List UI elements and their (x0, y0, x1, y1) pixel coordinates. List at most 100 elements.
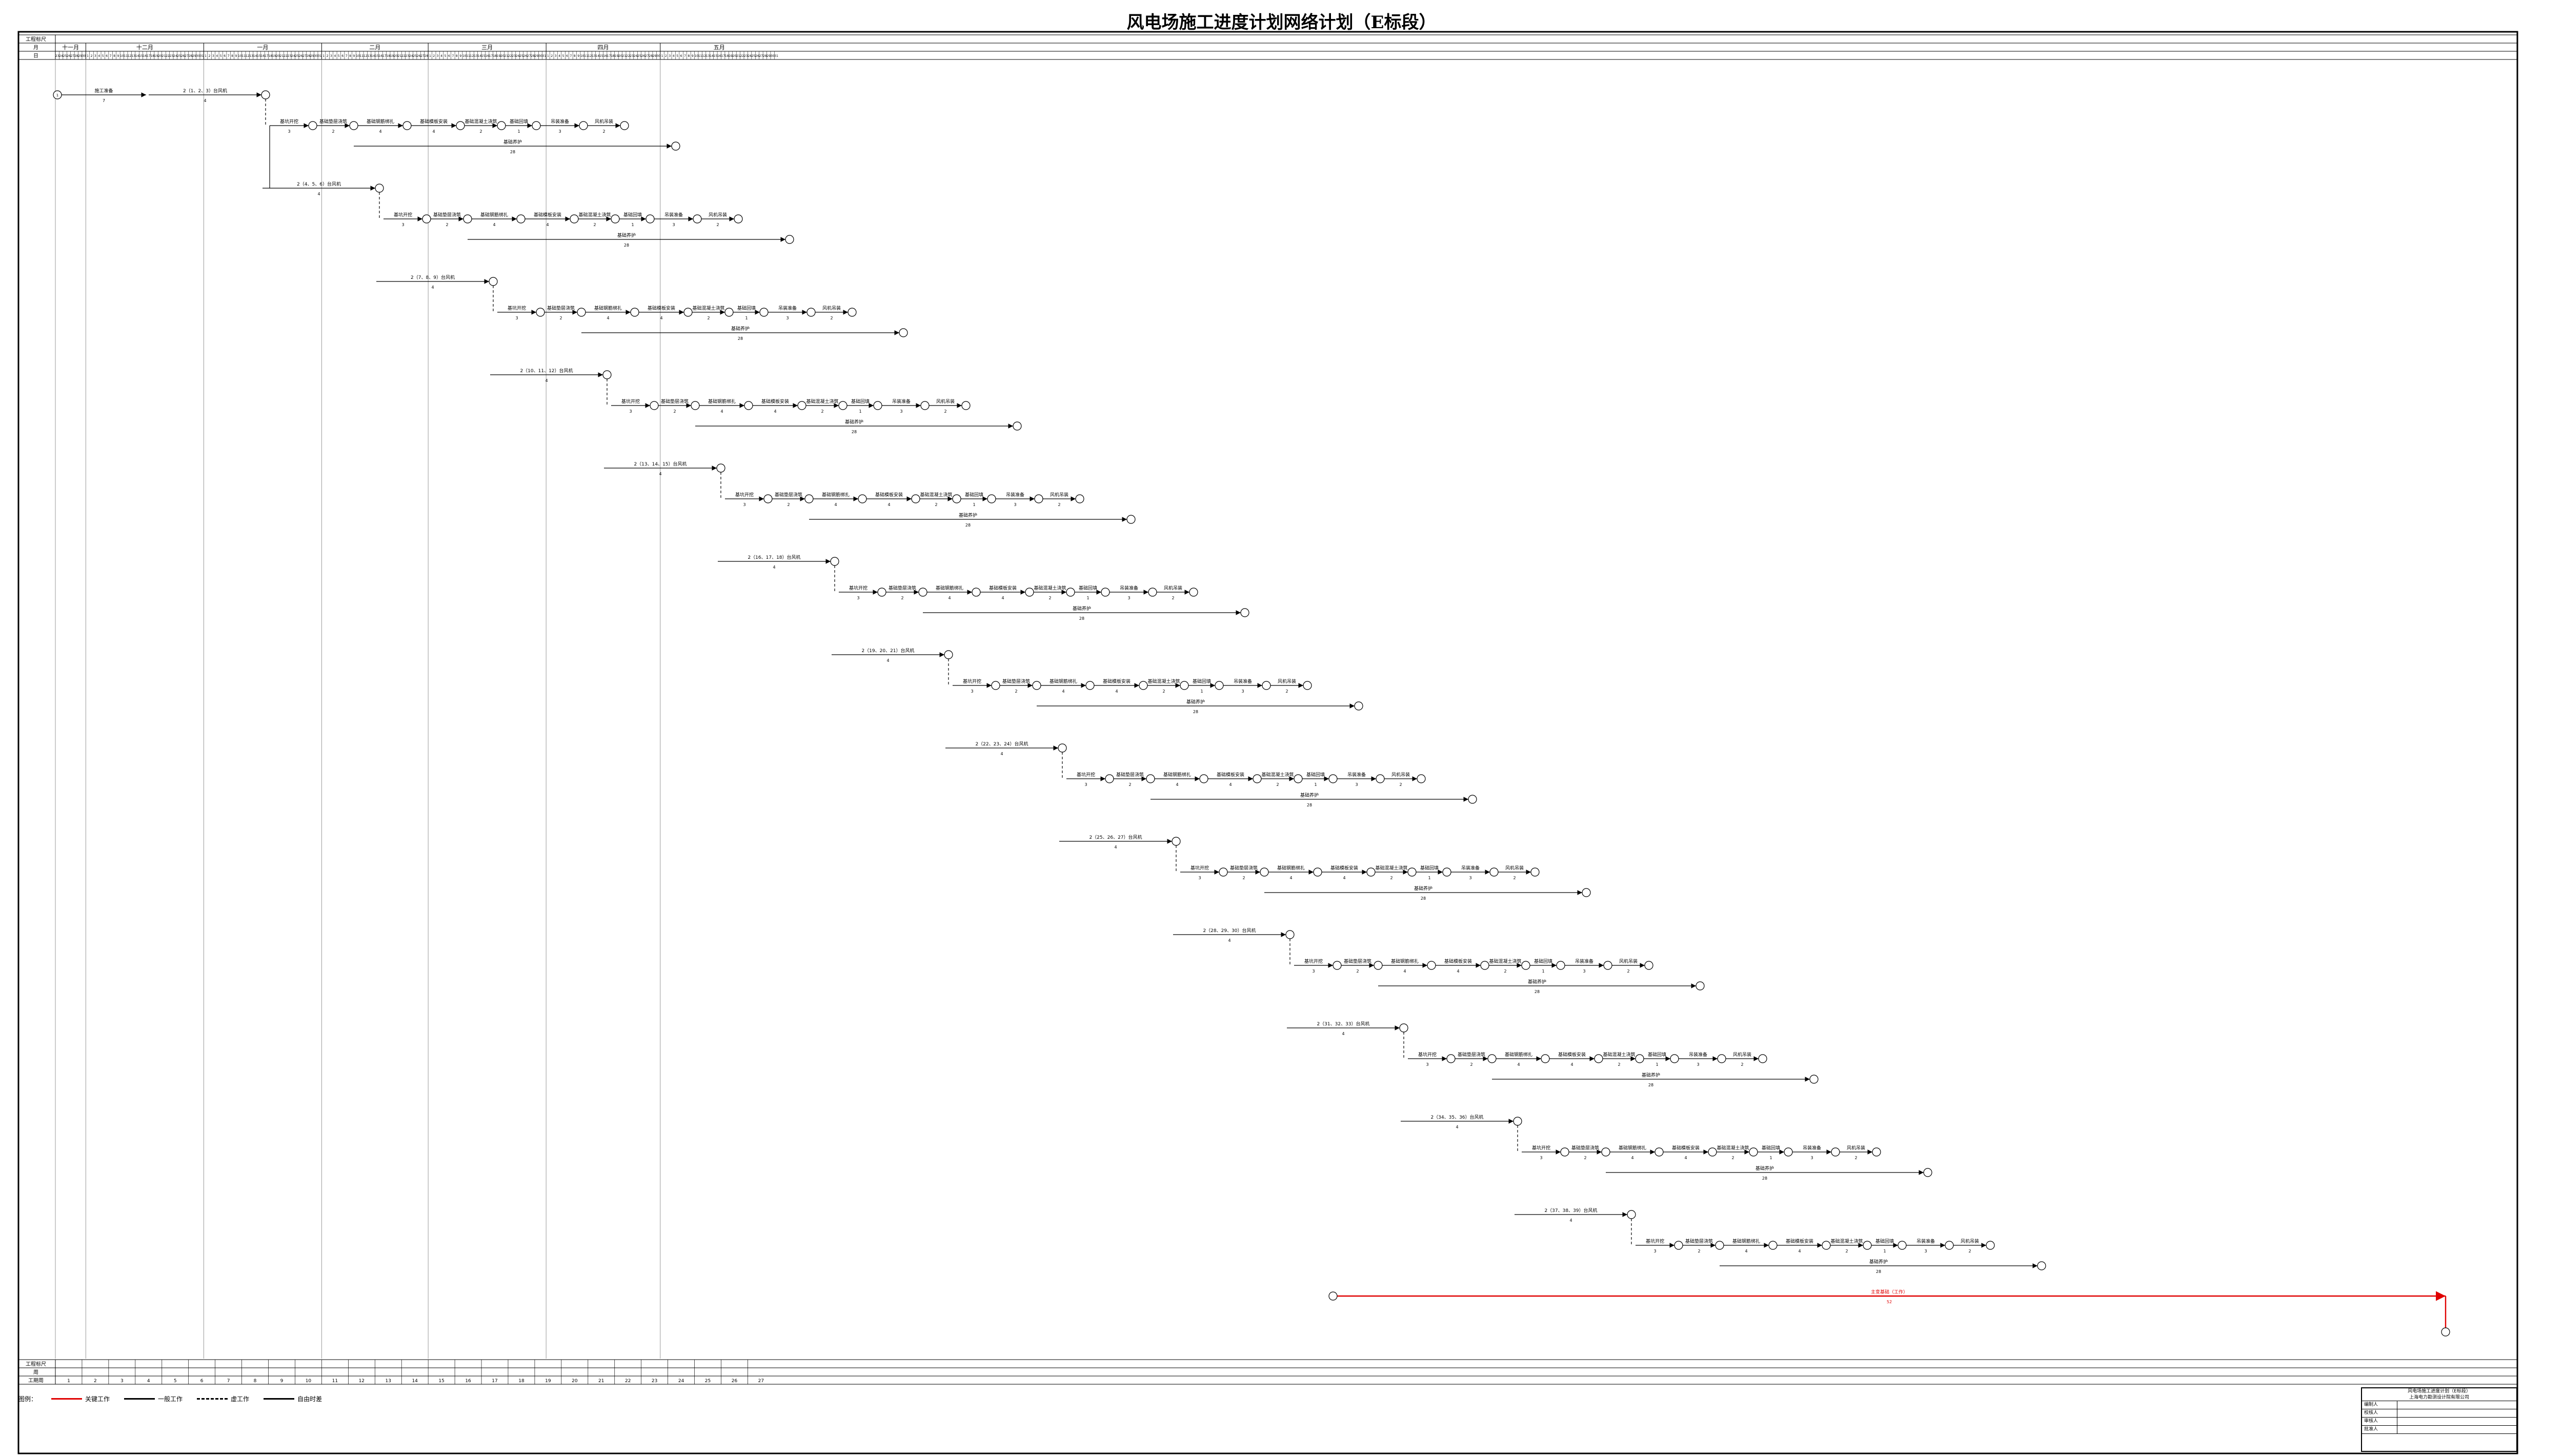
event-node (1768, 1241, 1778, 1250)
day-label: 4 (216, 54, 218, 58)
day-label: 6 (448, 54, 450, 58)
day-label: 13 (474, 54, 478, 58)
day-label: 1 (87, 54, 89, 58)
day-label: 9 (117, 54, 119, 58)
day-label: 16 (379, 54, 383, 58)
day-label: 13 (592, 54, 596, 58)
title-block-header: 风电场施工进度计划（E标段） 上海电力勘测设计院有限公司 (2362, 1388, 2516, 1401)
day-label: 21 (280, 54, 284, 58)
legend-item-critical: 关键工作 (51, 1394, 110, 1403)
day-label: 11 (698, 54, 702, 58)
activity-duration: 4 (1517, 1062, 1520, 1067)
event-node (1058, 743, 1067, 753)
day-label: 5 (220, 54, 222, 58)
activity-duration: 2 (479, 129, 482, 134)
day-label: 30 (656, 54, 660, 58)
activity-duration: 4 (1114, 845, 1117, 850)
activity-label: 基坑开挖 (1190, 865, 1209, 871)
activity-label: 基础钢筋绑扎 (1505, 1051, 1532, 1058)
activity-duration: 2 (1741, 1062, 1743, 1067)
day-label: 4 (98, 54, 100, 58)
legend-item-label: 关键工作 (85, 1396, 110, 1403)
event-node (899, 328, 908, 337)
activity-label: 基础回填 (623, 212, 642, 218)
title-block-label: 编制人 (2362, 1401, 2397, 1409)
activity-label: 基础模板安装 (1786, 1238, 1813, 1244)
event-node (1872, 1147, 1881, 1157)
event-node (2441, 1327, 2450, 1337)
activity-label: 基础钢筋绑扎 (1050, 678, 1077, 684)
day-label: 22 (508, 54, 512, 58)
activity-duration: 2 (1618, 1062, 1620, 1067)
activity-duration: 4 (720, 409, 723, 414)
event-node (1758, 1054, 1767, 1063)
activity-duration: 2 (673, 409, 676, 414)
activity-duration: 2 (559, 316, 562, 320)
event-node (1898, 1241, 1907, 1250)
activity-duration: 28 (1079, 616, 1084, 621)
day-label: 3 (669, 54, 671, 58)
day-label: 25 (413, 54, 417, 58)
activity-duration: 4 (317, 192, 320, 196)
day-label: 1 (547, 54, 549, 58)
week-number: 8 (254, 1379, 257, 1384)
legend-item-label: 一般工作 (158, 1396, 183, 1403)
activity-duration: 4 (1289, 876, 1292, 880)
activity-label: 吊装准备 (1575, 958, 1593, 964)
title-block-row: 审核人 (2362, 1418, 2516, 1426)
activity-duration: 4 (660, 316, 662, 320)
event-node (1863, 1241, 1872, 1250)
day-label: 20 (733, 54, 737, 58)
activity-label: 基础模板安装 (989, 585, 1017, 591)
event-node (1172, 837, 1181, 846)
day-label: 7 (452, 54, 454, 58)
day-label: 15 (481, 54, 486, 58)
activity-duration: 2 (1242, 876, 1245, 880)
event-node (1822, 1241, 1831, 1250)
day-label: 28 (763, 54, 767, 58)
day-label: 1 (661, 54, 663, 58)
activity-duration: 2 (1627, 969, 1629, 974)
day-label: 4 (334, 54, 336, 58)
day-label: 15 (257, 54, 261, 58)
day-label: 7 (570, 54, 572, 58)
activity-label: 基坑开挖 (1077, 772, 1095, 778)
activity-duration: 4 (1456, 1125, 1458, 1129)
event-node (920, 401, 930, 410)
day-label: 17 (265, 54, 269, 58)
day-label: 20 (500, 54, 504, 58)
day-label: 17 (607, 54, 611, 58)
title-block-title: 风电场施工进度计划（E标段） (2408, 1389, 2471, 1394)
day-label: 27 (302, 54, 307, 58)
activity-label: 基础钢筋绑扎 (1277, 865, 1305, 871)
activity-label: 基础混凝土浇筑 (1147, 678, 1180, 684)
event-node (1468, 795, 1477, 804)
activity-label: 2（28、29、30）台风机 (1203, 927, 1256, 934)
activity-duration: 28 (738, 336, 743, 341)
activity-label: 基坑开挖 (963, 678, 981, 684)
activity-label: 基础钢筋绑扎 (822, 492, 850, 498)
day-label: 5 (102, 54, 104, 58)
day-label: 17 (721, 54, 725, 58)
activity-label: 吊装准备 (1461, 865, 1480, 871)
activity-duration: 2 (1285, 689, 1288, 694)
activity-duration: 4 (887, 502, 890, 507)
week-number: 18 (518, 1379, 524, 1384)
day-label: 25 (519, 54, 523, 58)
day-label: 12 (246, 54, 250, 58)
activity-duration: 4 (1228, 938, 1230, 943)
activity-duration: 4 (1798, 1249, 1801, 1253)
event-node (1489, 867, 1499, 877)
day-label: 9 (235, 54, 237, 58)
day-label: 11 (466, 54, 470, 58)
activity-duration: 4 (432, 129, 435, 134)
activity-label: 基础模板安装 (1330, 865, 1358, 871)
activity-network: 1 施工准备 7 2（1、2、3）台风机 4 基坑开挖 3 基础垫层浇筑 2 基础钢筋绑扎 4 基础模… (53, 88, 2450, 1337)
week-number: 11 (332, 1379, 338, 1384)
event-node (724, 308, 734, 317)
activity-duration: 28 (965, 523, 971, 528)
day-label: 29 (192, 54, 196, 58)
event-node (1674, 1241, 1683, 1250)
day-label: 7 (684, 54, 686, 58)
activity-label: 吊装准备 (1916, 1238, 1935, 1244)
